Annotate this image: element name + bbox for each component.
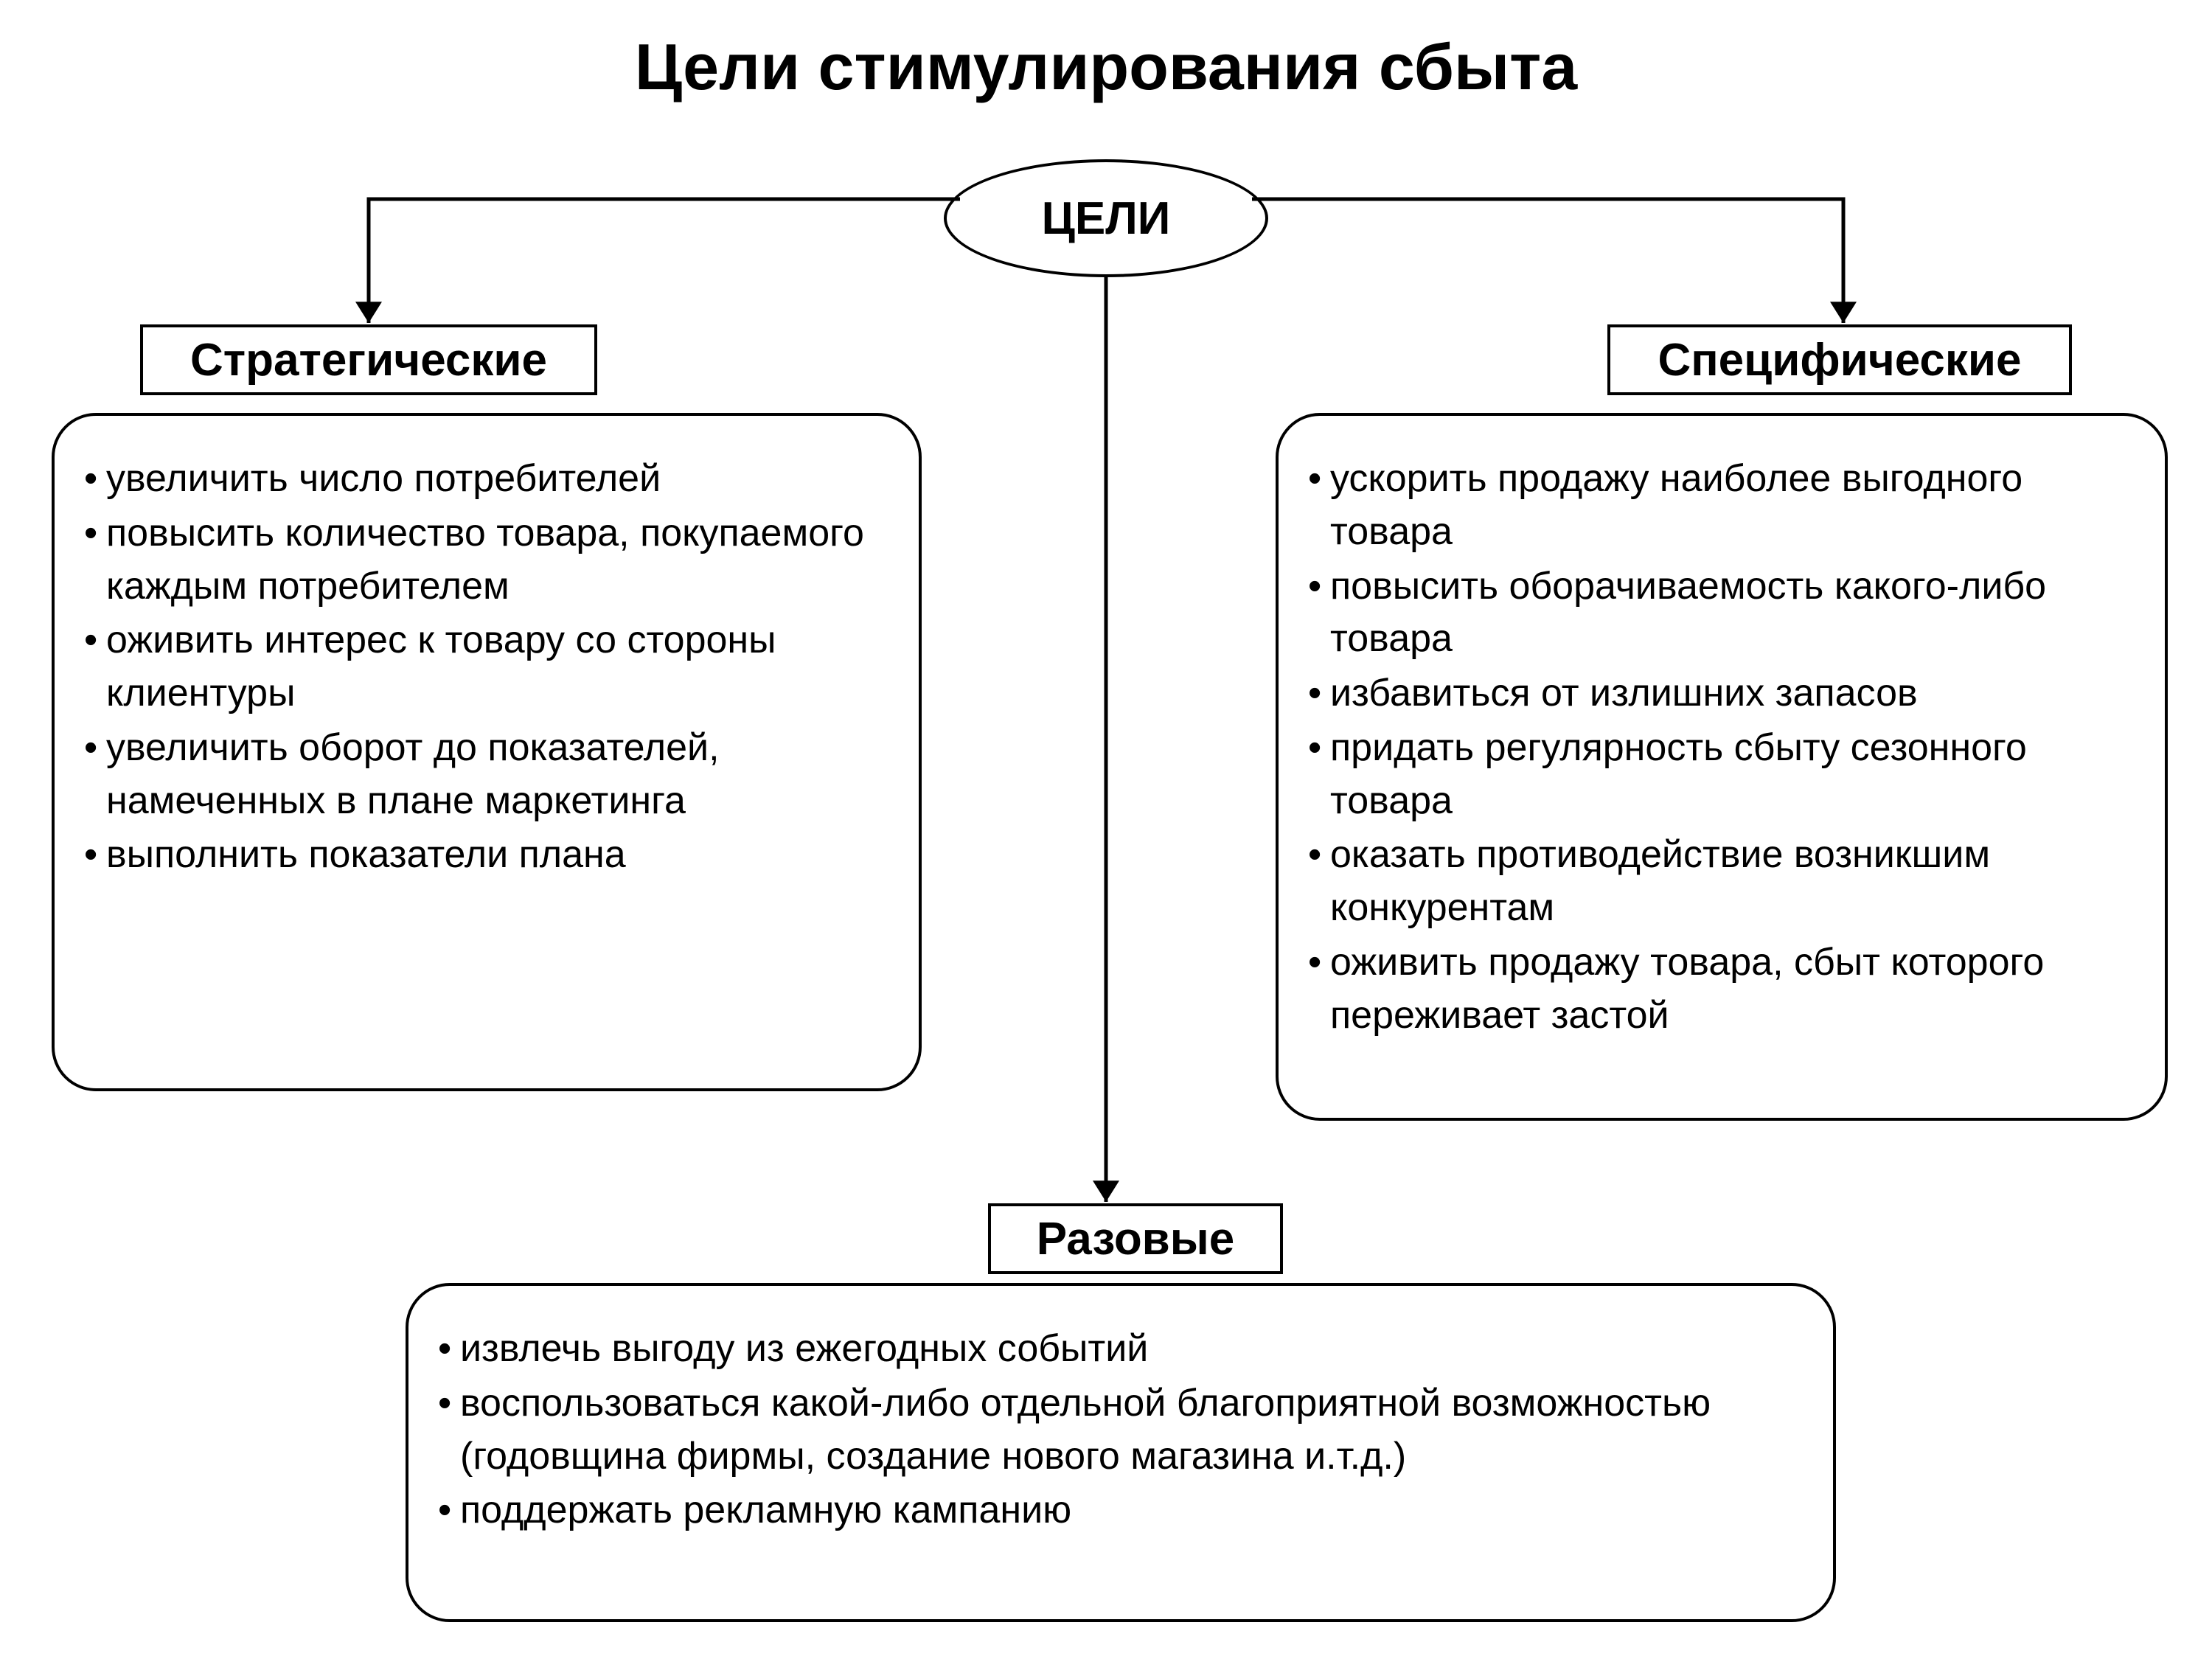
list-item: воспользоваться какой-либо отдельной бла… — [438, 1377, 1804, 1484]
branch-header-specific: Специфические — [1607, 324, 2072, 395]
list-item: придать регулярность сбыту сезонного тов… — [1308, 722, 2135, 828]
root-node: ЦЕЛИ — [944, 159, 1268, 277]
list-item: извлечь выгоду из ежегодных событий — [438, 1323, 1804, 1376]
branch-content-specific: ускорить продажу наиболее выгодного това… — [1276, 413, 2168, 1121]
specific-list: ускорить продажу наиболее выгодного това… — [1308, 453, 2135, 1042]
branch-header-strategic: Стратегические — [140, 324, 597, 395]
branch-header-label: Стратегические — [190, 334, 547, 386]
strategic-list: увеличить число потребителей повысить ко… — [84, 453, 889, 882]
diagram-canvas: Цели стимулирования сбыта ЦЕЛИ Стратегич… — [0, 0, 2212, 1659]
root-label: ЦЕЛИ — [1042, 192, 1171, 245]
branch-header-label: Разовые — [1037, 1213, 1234, 1265]
list-item: увеличить оборот до показателей, намечен… — [84, 722, 889, 828]
page-title: Цели стимулирования сбыта — [0, 29, 2212, 105]
branch-content-strategic: увеличить число потребителей повысить ко… — [52, 413, 922, 1091]
onetime-list: извлечь выгоду из ежегодных событий восп… — [438, 1323, 1804, 1537]
list-item: оживить продажу товара, сбыт которого пе… — [1308, 936, 2135, 1043]
list-item: повысить количество товара, покупаемого … — [84, 507, 889, 613]
list-item: поддержать рекламную кампанию — [438, 1484, 1804, 1537]
list-item: оживить интерес к товару со стороны клие… — [84, 614, 889, 720]
branch-header-onetime: Разовые — [988, 1203, 1283, 1274]
list-item: избавиться от излишних запасов — [1308, 667, 2135, 720]
list-item: повысить оборачиваемость какого-либо тов… — [1308, 560, 2135, 667]
branch-header-label: Специфические — [1658, 334, 2021, 386]
list-item: увеличить число потребителей — [84, 453, 889, 506]
list-item: оказать противодействие возникшим конкур… — [1308, 829, 2135, 935]
branch-content-onetime: извлечь выгоду из ежегодных событий восп… — [406, 1283, 1836, 1622]
list-item: выполнить показатели плана — [84, 829, 889, 882]
list-item: ускорить продажу наиболее выгодного това… — [1308, 453, 2135, 559]
